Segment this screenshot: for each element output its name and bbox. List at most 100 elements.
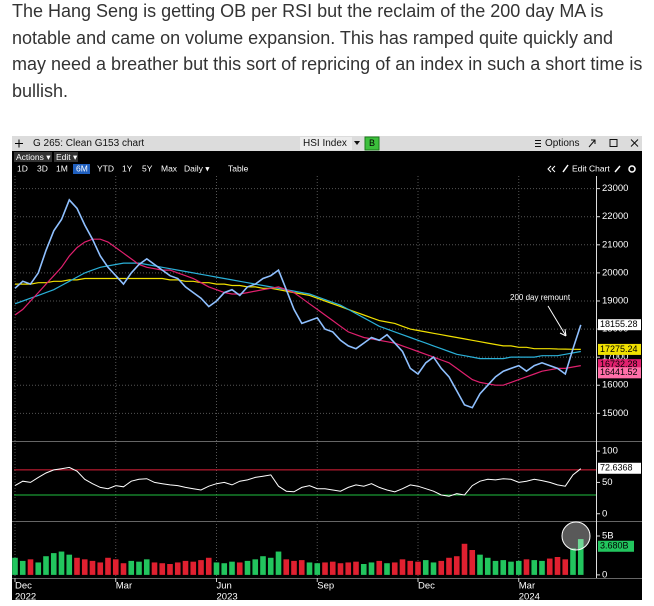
volume-bar <box>329 561 336 575</box>
volume-bar <box>244 560 251 575</box>
period-button[interactable]: 1M <box>56 163 68 173</box>
actions-button[interactable] <box>14 152 52 162</box>
volume-bar <box>384 563 390 575</box>
volume-tag <box>598 540 634 552</box>
volume-bar <box>562 559 569 575</box>
volume-y-tick-label: 0 <box>602 569 607 580</box>
popout-icon[interactable] <box>588 139 596 148</box>
x-year-label: 2023 <box>217 592 238 603</box>
volume-bar <box>128 560 135 575</box>
volume-bar <box>81 559 88 575</box>
volume-bar <box>415 561 421 575</box>
rsi-y-tick-label: 100 <box>602 446 618 457</box>
price-tag <box>598 359 641 371</box>
volume-bar <box>508 561 514 575</box>
volume-bar <box>368 562 375 575</box>
volume-bar <box>58 551 65 575</box>
x-tick-label: Dec <box>418 581 435 592</box>
period-button[interactable]: 1Y <box>122 163 133 173</box>
period-button[interactable]: YTD <box>97 163 114 173</box>
volume-bar <box>97 562 104 575</box>
volume-bar <box>531 560 538 575</box>
price-tag-label: 18155.28 <box>600 319 638 329</box>
annotation-arrow <box>547 305 567 337</box>
price-line <box>14 238 581 386</box>
maximize-icon[interactable] <box>609 139 618 147</box>
period-button[interactable]: 1D <box>17 163 28 173</box>
highlight-circle <box>561 521 591 551</box>
volume-bar <box>267 557 274 575</box>
price-tag-label: 16441.52 <box>600 367 638 377</box>
rsi-y-tick-label: 50 <box>602 477 613 488</box>
period-button[interactable]: 6M <box>76 163 88 173</box>
chart-background <box>12 151 642 600</box>
volume-bar <box>19 560 26 575</box>
edit-button[interactable] <box>54 152 78 162</box>
volume-bar <box>554 557 561 575</box>
volume-bar <box>105 557 111 575</box>
x-year-label: 2024 <box>519 592 540 603</box>
volume-bar <box>205 557 212 575</box>
volume-bar <box>539 560 545 575</box>
volume-bar <box>492 560 499 575</box>
y-tick-label: 21000 <box>602 239 628 250</box>
volume-bar <box>167 564 173 575</box>
options[interactable]: Options <box>545 138 579 149</box>
volume-tag-label: 3.680B <box>600 541 629 551</box>
volume-y-tick-label: 5B <box>602 531 614 542</box>
dropdown-icon[interactable] <box>354 141 360 145</box>
volume-bar <box>159 563 166 575</box>
period-button[interactable]: 3D <box>37 163 48 173</box>
actions[interactable]: Actions ▾ <box>16 152 51 162</box>
settings-icon[interactable] <box>628 165 636 173</box>
edit[interactable]: Edit ▾ <box>56 152 78 162</box>
table[interactable]: Table <box>228 163 249 173</box>
period-button[interactable]: 5Y <box>142 163 153 173</box>
close-icon[interactable] <box>630 139 639 147</box>
volume-bar <box>43 556 49 575</box>
frequency[interactable]: Daily ▾ <box>184 163 210 173</box>
volume-bar <box>291 560 297 575</box>
rsi-tag <box>598 462 641 474</box>
volume-bar <box>136 561 142 575</box>
price-line <box>14 198 582 409</box>
x-tick-label: Jun <box>217 581 232 592</box>
edit-chart[interactable]: Edit Chart <box>572 163 610 173</box>
collapse-icon[interactable] <box>547 165 556 173</box>
price-tag-label: 16732.28 <box>600 359 638 369</box>
volume-bar <box>469 550 476 575</box>
volume-bar <box>546 558 553 575</box>
volume-bar <box>515 560 522 575</box>
volume-bar <box>213 562 220 575</box>
x-tick-label: Dec <box>15 581 32 592</box>
period-active[interactable] <box>73 164 90 174</box>
badge[interactable]: B <box>369 138 375 148</box>
security-field[interactable] <box>300 137 352 150</box>
pencil-icon[interactable] <box>562 164 569 173</box>
volume-bar <box>376 560 383 575</box>
volume-bar <box>570 548 576 575</box>
volume-bar <box>391 562 398 575</box>
volume-bar <box>283 559 290 575</box>
y-tick-label: 20000 <box>602 267 628 278</box>
y-tick-label: 15000 <box>602 408 628 419</box>
x-tick-label: Mar <box>116 581 132 592</box>
y-tick-label: 17000 <box>602 352 628 363</box>
volume-bar <box>430 562 437 575</box>
volume-bar <box>484 557 491 575</box>
badge-box[interactable] <box>364 136 380 151</box>
volume-bar <box>198 560 204 575</box>
period-button[interactable]: Max <box>161 163 178 173</box>
menu-icon[interactable] <box>535 140 541 147</box>
volume-bar <box>306 562 313 575</box>
volume-bar <box>236 562 243 575</box>
volume-bar <box>360 564 367 575</box>
security[interactable]: HSI Index <box>303 138 347 149</box>
volume-bar <box>407 560 414 575</box>
draw-icon[interactable] <box>614 165 621 173</box>
volume-bar <box>221 563 228 575</box>
volume-bar <box>35 562 42 575</box>
volume-bar <box>477 554 483 575</box>
